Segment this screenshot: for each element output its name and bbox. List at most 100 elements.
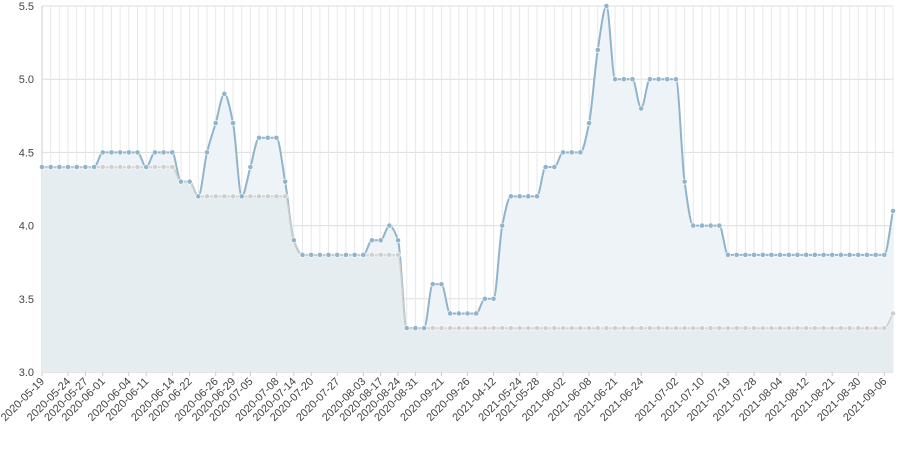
series-0-point[interactable]: [195, 193, 202, 200]
series-0-point[interactable]: [360, 251, 367, 258]
series-0-point[interactable]: [56, 164, 63, 170]
series-1-point[interactable]: [837, 325, 844, 331]
series-0-point[interactable]: [620, 76, 627, 83]
series-0-point[interactable]: [308, 251, 315, 258]
series-0-point[interactable]: [334, 251, 341, 258]
series-1-point[interactable]: [811, 325, 818, 331]
series-0-point[interactable]: [238, 193, 245, 200]
series-0-point[interactable]: [160, 149, 167, 156]
series-0-point[interactable]: [560, 149, 566, 156]
series-1-point[interactable]: [447, 325, 454, 331]
series-0-point[interactable]: [178, 178, 184, 185]
series-0-point[interactable]: [612, 76, 619, 83]
series-1-point[interactable]: [490, 325, 497, 331]
series-1-point[interactable]: [629, 325, 636, 331]
series-1-point[interactable]: [386, 251, 393, 258]
series-0-point[interactable]: [264, 134, 271, 141]
series-0-point[interactable]: [395, 237, 401, 244]
series-1-point[interactable]: [820, 325, 827, 331]
series-1-point[interactable]: [551, 325, 558, 331]
series-1-point[interactable]: [230, 193, 236, 200]
series-1-point[interactable]: [759, 325, 766, 331]
series-0-point[interactable]: [438, 281, 445, 288]
series-1-point[interactable]: [169, 164, 176, 170]
series-1-point[interactable]: [586, 325, 592, 331]
series-1-point[interactable]: [377, 251, 384, 258]
series-0-point[interactable]: [803, 251, 810, 258]
series-0-point[interactable]: [525, 193, 532, 200]
series-0-point[interactable]: [759, 251, 766, 258]
series-1-point[interactable]: [794, 325, 801, 331]
series-1-point[interactable]: [395, 251, 401, 258]
series-0-point[interactable]: [725, 251, 731, 258]
series-0-point[interactable]: [247, 164, 254, 170]
series-0-point[interactable]: [890, 208, 896, 214]
series-0-point[interactable]: [864, 251, 870, 258]
series-0-point[interactable]: [646, 76, 653, 83]
series-0-point[interactable]: [134, 149, 141, 156]
series-1-point[interactable]: [664, 325, 671, 331]
series-0-point[interactable]: [351, 251, 358, 258]
series-1-point[interactable]: [455, 325, 462, 331]
series-0-point[interactable]: [551, 164, 558, 170]
series-0-point[interactable]: [39, 164, 45, 170]
series-0-point[interactable]: [811, 251, 818, 258]
series-0-point[interactable]: [820, 251, 827, 258]
series-1-point[interactable]: [525, 325, 532, 331]
series-1-point[interactable]: [864, 325, 870, 331]
series-1-point[interactable]: [151, 164, 158, 170]
series-0-point[interactable]: [837, 251, 844, 258]
series-1-point[interactable]: [534, 325, 540, 331]
series-0-point[interactable]: [447, 310, 454, 317]
series-0-point[interactable]: [169, 149, 176, 156]
series-0-point[interactable]: [455, 310, 462, 317]
series-1-point[interactable]: [568, 325, 575, 331]
series-1-point[interactable]: [638, 325, 645, 331]
series-1-point[interactable]: [125, 164, 132, 170]
series-0-point[interactable]: [47, 164, 54, 170]
series-1-point[interactable]: [99, 164, 106, 170]
series-0-point[interactable]: [273, 134, 280, 141]
series-1-point[interactable]: [681, 325, 688, 331]
series-1-point[interactable]: [429, 325, 436, 331]
series-0-point[interactable]: [516, 193, 523, 200]
series-0-point[interactable]: [577, 149, 584, 156]
series-0-point[interactable]: [386, 222, 393, 229]
series-0-point[interactable]: [299, 251, 306, 258]
series-0-point[interactable]: [751, 251, 757, 258]
series-0-point[interactable]: [369, 237, 375, 244]
series-1-point[interactable]: [369, 251, 375, 258]
series-1-point[interactable]: [577, 325, 584, 331]
series-0-point[interactable]: [733, 251, 740, 258]
series-1-point[interactable]: [464, 325, 471, 331]
series-1-point[interactable]: [620, 325, 627, 331]
series-1-point[interactable]: [221, 193, 228, 200]
series-1-point[interactable]: [473, 325, 480, 331]
series-0-point[interactable]: [282, 178, 289, 185]
series-0-point[interactable]: [655, 76, 662, 83]
series-1-point[interactable]: [699, 325, 705, 331]
series-0-point[interactable]: [699, 222, 705, 229]
series-1-point[interactable]: [247, 193, 254, 200]
series-1-point[interactable]: [872, 325, 879, 331]
series-1-point[interactable]: [117, 164, 124, 170]
series-1-point[interactable]: [742, 325, 749, 331]
series-0-point[interactable]: [603, 3, 610, 9]
series-0-point[interactable]: [412, 325, 419, 331]
series-0-point[interactable]: [673, 76, 679, 83]
series-1-point[interactable]: [516, 325, 523, 331]
series-0-point[interactable]: [204, 149, 210, 156]
series-0-point[interactable]: [881, 251, 888, 258]
series-1-point[interactable]: [716, 325, 723, 331]
series-1-point[interactable]: [846, 325, 853, 331]
series-0-point[interactable]: [794, 251, 801, 258]
series-0-point[interactable]: [221, 90, 228, 97]
series-0-point[interactable]: [664, 76, 671, 83]
series-0-point[interactable]: [542, 164, 549, 170]
series-0-point[interactable]: [143, 164, 150, 170]
series-1-point[interactable]: [829, 325, 836, 331]
series-0-point[interactable]: [256, 134, 262, 141]
series-0-point[interactable]: [151, 149, 158, 156]
series-1-point[interactable]: [751, 325, 757, 331]
series-1-point[interactable]: [282, 193, 289, 200]
